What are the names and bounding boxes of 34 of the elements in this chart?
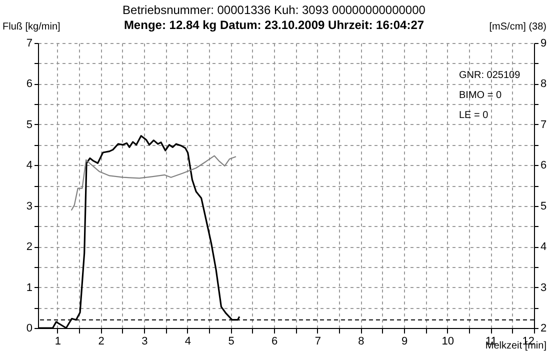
annotation: GNR: 025109 (459, 70, 521, 81)
x-tick-label: 5 (228, 336, 234, 348)
y-tick-label: 7 (26, 38, 32, 50)
y-tick-label: 4 (26, 160, 32, 172)
y-tick-label: 0 (26, 322, 32, 334)
x-tick-label: 7 (314, 336, 321, 348)
y2-axis-title: [mS/cm] (38) (489, 22, 546, 32)
y2-tick-label: 5 (540, 200, 547, 212)
x-tick-label: 8 (358, 336, 364, 348)
x-tick-label: 3 (142, 336, 148, 348)
x-tick-label: 4 (184, 336, 192, 348)
line-series (70, 155, 237, 211)
y2-tick-label: 2 (540, 322, 547, 334)
y-tick-label: 2 (26, 241, 32, 254)
x-tick-label: 6 (272, 336, 278, 348)
x-tick-label: 2 (98, 336, 104, 348)
y2-tick-label: 4 (540, 241, 547, 254)
y-axis-title: Fluß [kg/min] (2, 22, 61, 32)
chart-title: Betriebsnummer: 00001336 Kuh: 3093 00000000000000 (122, 3, 426, 17)
y-tick-label: 6 (26, 78, 32, 90)
y-tick-label: 1 (26, 282, 32, 294)
x-tick-label: 1 (54, 336, 62, 348)
y2-tick-label: 8 (540, 78, 547, 90)
y2-tick-label: 6 (540, 160, 547, 172)
y-tick-label: 3 (26, 200, 32, 212)
y2-tick-label: 9 (540, 38, 547, 50)
y2-tick-label: 3 (540, 282, 547, 294)
annotation: BIMO = 0 (459, 90, 502, 101)
y-tick-label: 5 (26, 118, 32, 131)
x-tick-label: 10 (442, 336, 454, 348)
x-tick-label: 9 (401, 336, 408, 348)
annotation: LE = 0 (459, 110, 489, 121)
y2-tick-label: 7 (540, 118, 547, 131)
chart-subtitle: Menge: 12.84 kg Datum: 23.10.2009 Uhrzeit: 16:04:27 (124, 18, 424, 32)
